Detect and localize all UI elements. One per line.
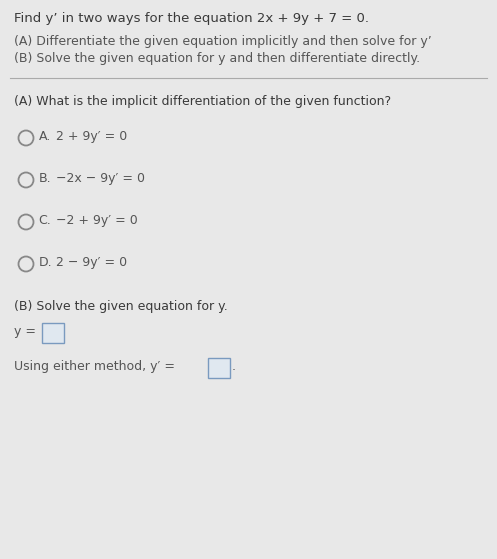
Text: C.: C. bbox=[38, 214, 51, 227]
Text: B.: B. bbox=[38, 172, 51, 185]
Text: D.: D. bbox=[38, 256, 52, 269]
Text: A.: A. bbox=[38, 130, 51, 143]
Text: (A) What is the implicit differentiation of the given function?: (A) What is the implicit differentiation… bbox=[14, 95, 391, 108]
Text: (A) Differentiate the given equation implicitly and then solve for y’: (A) Differentiate the given equation imp… bbox=[14, 35, 432, 48]
Text: (B) Solve the given equation for y.: (B) Solve the given equation for y. bbox=[14, 300, 228, 313]
Text: .: . bbox=[232, 360, 236, 373]
FancyBboxPatch shape bbox=[42, 323, 64, 343]
Text: (B) Solve the given equation for y and then differentiate directly.: (B) Solve the given equation for y and t… bbox=[14, 52, 420, 65]
Text: −2 + 9y′ = 0: −2 + 9y′ = 0 bbox=[52, 214, 137, 227]
FancyBboxPatch shape bbox=[208, 358, 230, 378]
Text: Using either method, y′ =: Using either method, y′ = bbox=[14, 360, 179, 373]
Text: y =: y = bbox=[14, 325, 36, 338]
Text: 2 − 9y′ = 0: 2 − 9y′ = 0 bbox=[52, 256, 127, 269]
Text: 2 + 9y′ = 0: 2 + 9y′ = 0 bbox=[52, 130, 127, 143]
Text: Find y’ in two ways for the equation 2x + 9y + 7 = 0.: Find y’ in two ways for the equation 2x … bbox=[14, 12, 369, 25]
Text: −2x − 9y′ = 0: −2x − 9y′ = 0 bbox=[52, 172, 145, 185]
